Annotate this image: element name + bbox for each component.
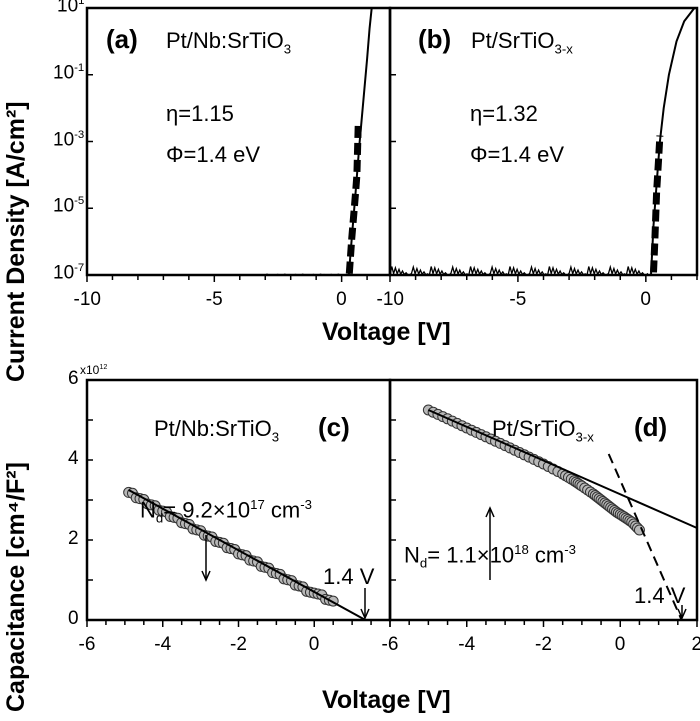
y-multiplier: x1012 xyxy=(80,363,107,376)
y-tick-label: 2 xyxy=(68,528,79,549)
nd-arrow-d-head xyxy=(485,506,495,518)
x-tick-label: -4 xyxy=(154,634,172,655)
nd-prefix: N xyxy=(140,497,156,523)
sample-sub: 3 xyxy=(283,41,292,57)
sample-sub: 3 xyxy=(271,429,280,445)
nd-sub: d xyxy=(155,510,164,526)
nd-unit-exp: -3 xyxy=(300,497,312,512)
measured-data xyxy=(650,135,664,273)
sample-label-d: Pt/SrTiO3-x xyxy=(492,418,594,444)
x-tick-label: -6 xyxy=(381,634,399,655)
y-tick-label: 10-5 xyxy=(53,195,85,217)
fit-line xyxy=(427,409,698,529)
nd-mid: = 1.1×10 xyxy=(427,542,515,568)
x-tick-label: 0 xyxy=(308,634,320,655)
eta-b: η=1.32 xyxy=(470,101,538,126)
x-tick-label: -5 xyxy=(509,289,527,310)
x-tick-label: -2 xyxy=(230,634,247,655)
nd-exp: 17 xyxy=(250,497,265,512)
vbi-label-c: 1.4 V xyxy=(323,564,375,589)
panel-label-d: (d) xyxy=(634,412,668,442)
vbi-arrow-c-head xyxy=(360,608,370,620)
vbi-arrow-d-head xyxy=(677,608,687,620)
nd-unit: cm xyxy=(264,497,301,523)
y-tick-label: 101 xyxy=(57,0,85,17)
panel-label-a: (a) xyxy=(106,24,138,54)
sample-label-b: Pt/SrTiO3-x xyxy=(471,30,573,56)
noise-floor-line xyxy=(389,264,649,277)
nd-prefix: N xyxy=(404,542,420,568)
measured-data xyxy=(345,125,362,274)
y-axis-label-bottom: Capacitance [cm⁴/F²] xyxy=(2,462,30,712)
nd-sub: d xyxy=(419,555,428,571)
x-tick-label: -2 xyxy=(535,634,552,655)
nd-unit: cm xyxy=(528,542,565,568)
sample-main: Pt/SrTiO xyxy=(492,416,576,441)
nd-mid: = 9.2×10 xyxy=(163,497,251,523)
multiplier-base: x10 xyxy=(80,363,100,377)
x-tick-label: -4 xyxy=(458,634,476,655)
vbi-label-d: 1.4 V xyxy=(634,583,686,608)
y-tick-label: 0 xyxy=(68,608,79,629)
sample-label-a: Pt/Nb:SrTiO3 xyxy=(166,30,291,56)
sample-label-c: Pt/Nb:SrTiO3 xyxy=(154,418,279,444)
x-tick-label: -6 xyxy=(78,634,96,655)
eta-a: η=1.15 xyxy=(166,101,234,126)
y-tick-label: 10-3 xyxy=(53,128,85,150)
nd-arrow-c-head xyxy=(201,570,211,582)
panel-label-b: (b) xyxy=(418,24,452,54)
x-tick-label: 0 xyxy=(336,289,347,310)
x-tick-label: 0 xyxy=(614,634,626,655)
sample-sub: 3-x xyxy=(575,429,594,445)
y-tick-label: 10-7 xyxy=(53,262,85,284)
x-tick-label: -10 xyxy=(73,289,101,310)
sample-sub: 3-x xyxy=(554,41,573,57)
x-tick-label: -10 xyxy=(376,289,404,310)
sample-main: Pt/SrTiO xyxy=(471,28,555,53)
noise-floor-line xyxy=(264,273,348,276)
phi-b: Φ=1.4 eV xyxy=(470,142,565,167)
panel-label-c: (c) xyxy=(318,412,350,442)
x-tick-label: 2 xyxy=(691,634,700,655)
fit-curve xyxy=(650,7,696,276)
y-tick-label: 6 xyxy=(68,368,79,389)
nd-unit-exp: -3 xyxy=(564,542,576,557)
y-tick-label: 10-1 xyxy=(53,61,85,84)
nd-label-c: Nd= 9.2×1017 cm-3 xyxy=(140,498,312,525)
x-tick-label: 0 xyxy=(640,289,651,310)
y-axis-label-top: Current Density [A/cm²] xyxy=(2,101,30,382)
phi-a: Φ=1.4 eV xyxy=(166,142,261,167)
multiplier-exp: 12 xyxy=(99,362,108,371)
nd-label-d: Nd= 1.1×1018 cm-3 xyxy=(404,543,576,570)
x-axis-label-bottom: Voltage [V] xyxy=(322,686,451,714)
x-axis-label-top: Voltage [V] xyxy=(322,318,451,346)
x-tick-label: -5 xyxy=(205,289,223,310)
y-tick-label: 4 xyxy=(68,448,79,469)
nd-exp: 18 xyxy=(514,542,529,557)
sample-main: Pt/Nb:SrTiO xyxy=(166,28,284,53)
fit-line xyxy=(128,489,366,621)
dashed-fit-line xyxy=(607,453,683,621)
sample-main: Pt/Nb:SrTiO xyxy=(154,416,272,441)
